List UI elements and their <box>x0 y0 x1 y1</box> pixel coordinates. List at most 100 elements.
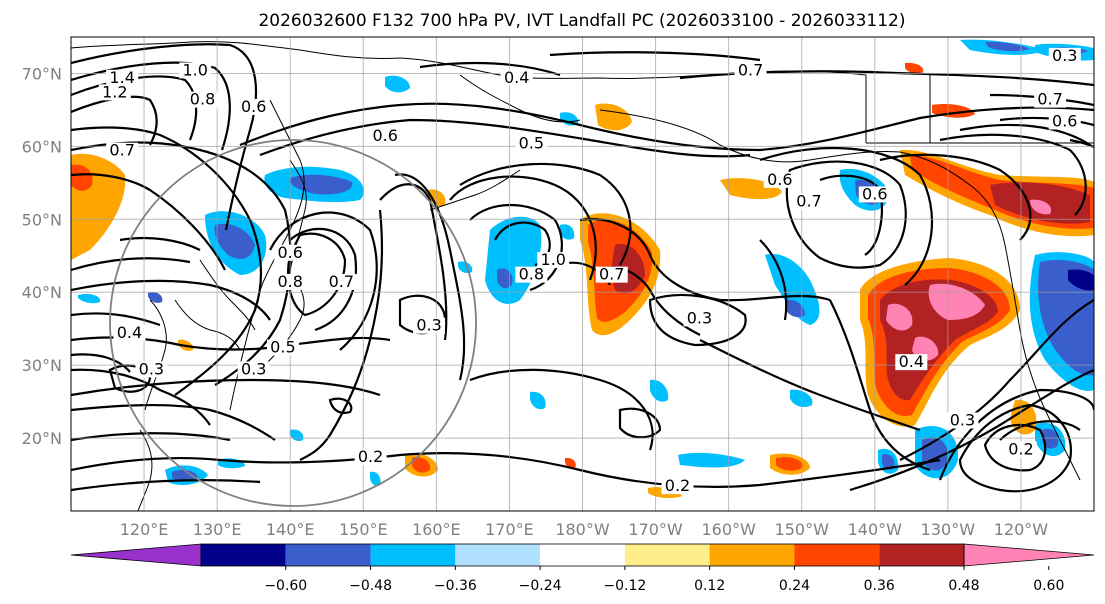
contour-label: 0.6 <box>372 126 397 145</box>
contour-label-bg <box>858 186 891 203</box>
colorbar: −0.60 −0.48 −0.36 −0.24 −0.12 0.12 0.24 0.36 0.4… <box>70 543 1095 594</box>
contour-label-bg <box>354 448 387 465</box>
colorbar-bin <box>709 544 795 566</box>
contour-label-bg <box>595 266 628 283</box>
contour-label-bg <box>186 91 219 108</box>
colorbar-tick-label: −0.60 <box>264 578 307 594</box>
contour-label-bg <box>1048 47 1081 64</box>
contour-label: 0.6 <box>241 97 266 116</box>
contour-label: 0.7 <box>329 272 354 291</box>
contour-label-bg <box>413 317 446 334</box>
contour-label: 0.4 <box>504 68 529 87</box>
contour-label-bg <box>369 128 402 145</box>
contour-label-bg <box>274 273 307 290</box>
contour-label-bg <box>515 266 548 283</box>
latitude-labels: 70°N 60°N 50°N 40°N 30°N 20°N <box>22 64 62 448</box>
lon-tick-label: 130°E <box>193 520 242 539</box>
contour-label-bg <box>237 98 270 115</box>
contour-label-bg <box>946 412 979 429</box>
lon-tick-label: 120°W <box>994 520 1049 539</box>
contour-label-bg <box>266 339 299 356</box>
lon-tick-label: 140°W <box>848 520 903 539</box>
colorbar-tick-label: −0.12 <box>603 578 646 594</box>
contour-label-bg <box>895 354 928 371</box>
contour-label: 1.2 <box>102 82 127 101</box>
contour-label: 0.5 <box>270 338 295 357</box>
colorbar-bin <box>201 544 286 566</box>
lon-tick-label: 150°E <box>339 520 388 539</box>
lon-tick-label: 160°E <box>412 520 461 539</box>
lon-tick-label: 160°W <box>701 520 756 539</box>
colorbar-extend-low <box>70 543 202 567</box>
contour-label: 0.6 <box>767 170 792 189</box>
contour-label: 0.7 <box>796 192 821 211</box>
contour-label: 0.2 <box>358 447 383 466</box>
contour-label-bg <box>113 324 146 341</box>
contour-label: 0.2 <box>665 476 690 495</box>
contour-label: 0.3 <box>139 359 164 378</box>
contour-label: 0.7 <box>109 141 134 160</box>
reference-circle <box>109 139 477 507</box>
contour-label: 0.8 <box>519 265 544 284</box>
contour-label: 0.7 <box>599 265 624 284</box>
contour-label: 0.6 <box>1052 112 1077 131</box>
contour-label-bg <box>793 193 826 210</box>
longitude-labels: 120°E 130°E 140°E 150°E 160°E 170°E 180°W 170°W… <box>120 520 1049 539</box>
colorbar-tick-label: −0.36 <box>434 578 477 594</box>
lon-tick-label: 130°W <box>921 520 976 539</box>
contour-label: 0.4 <box>117 323 142 342</box>
pv-contours <box>71 43 1094 493</box>
lat-tick-label: 60°N <box>22 137 62 156</box>
colorbar-tick-label: −0.24 <box>519 578 562 594</box>
contour-label-bg <box>1048 113 1081 130</box>
contour-label: 0.8 <box>277 272 302 291</box>
figure-title: 2026032600 F132 700 hPa PV, IVT Landfall… <box>258 11 905 31</box>
colorbar-frame <box>200 543 965 567</box>
contour-label: 0.6 <box>862 184 887 203</box>
contour-label-bg <box>98 84 131 101</box>
positive-anomaly-gulf-of-alaska <box>900 149 1094 237</box>
colorbar-tick-label: 0.12 <box>694 578 725 594</box>
contour-label-bg <box>135 361 168 378</box>
contour-label-bg <box>515 135 548 152</box>
contour-label: 0.4 <box>899 352 924 371</box>
lon-tick-label: 120°E <box>120 520 169 539</box>
contour-label: 0.7 <box>1037 90 1062 109</box>
colorbar-tick-label: 0.60 <box>1033 578 1064 594</box>
lat-tick-label: 50°N <box>22 210 62 229</box>
colorbar-tick-label: −0.48 <box>349 578 392 594</box>
contour-label-bg <box>179 62 212 79</box>
lat-tick-label: 30°N <box>22 356 62 375</box>
lon-tick-label: 170°E <box>485 520 534 539</box>
contour-label: 1.0 <box>182 60 207 79</box>
colorbar-tick-label: 0.36 <box>864 578 895 594</box>
contour-label-bg <box>325 273 358 290</box>
colorbar-bin <box>794 544 880 566</box>
contour-label: 0.8 <box>190 90 215 109</box>
contour-label: 0.7 <box>738 60 763 79</box>
contour-label-bg <box>106 69 139 86</box>
contour-label-bg <box>1034 91 1067 108</box>
colorbar-bin <box>540 544 625 566</box>
colorbar-extend-high <box>963 543 1095 567</box>
negative-anomaly-southwest-us <box>1029 252 1094 391</box>
colorbar-tick-label: 0.24 <box>779 578 810 594</box>
contour-label-bg <box>734 62 767 79</box>
map-panel: 1.41.21.00.8 0.60.70.6 0.50.4 0.70.7 0.60.60… <box>70 36 1095 512</box>
contour-label-bg <box>661 478 694 495</box>
contour-label-bg <box>106 142 139 159</box>
map-frame <box>70 36 1095 512</box>
contour-label: 0.3 <box>950 410 975 429</box>
contour-label: 0.3 <box>1052 46 1077 65</box>
colorbar-bin <box>624 544 710 566</box>
contour-label-bg <box>537 252 570 269</box>
colorbar-tick-label: 0.48 <box>948 578 979 594</box>
contour-label: 0.3 <box>687 308 712 327</box>
contour-label: 1.4 <box>109 68 134 87</box>
colorbar-bin <box>879 544 964 566</box>
contour-label: 0.6 <box>277 243 302 262</box>
contour-label-bg <box>500 69 533 86</box>
contour-label-bg <box>237 361 270 378</box>
positive-anomaly-west-coast <box>860 258 1020 427</box>
